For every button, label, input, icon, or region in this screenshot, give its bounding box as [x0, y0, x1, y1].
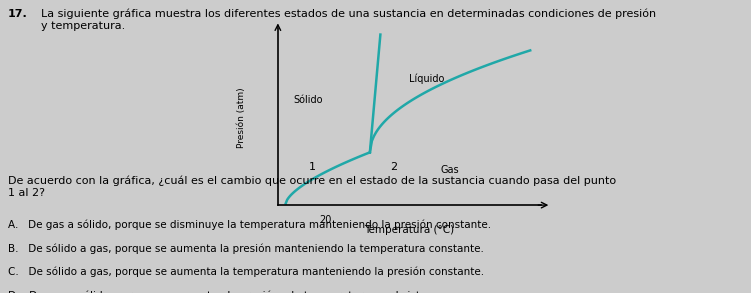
X-axis label: Temperatura (°C): Temperatura (°C) [364, 224, 454, 234]
Text: Sólido: Sólido [294, 95, 323, 105]
Text: A.   De gas a sólido, porque se disminuye la temperatura manteniendo la presión : A. De gas a sólido, porque se disminuye … [8, 220, 490, 230]
Text: Líquido: Líquido [409, 74, 445, 84]
Text: D.   De gas a sólido, porque se aumentan la presión y la temperatura en el siste: D. De gas a sólido, porque se aumentan l… [8, 290, 446, 293]
Text: Gas: Gas [441, 166, 460, 176]
Text: 1: 1 [309, 162, 315, 172]
Text: B.   De sólido a gas, porque se aumenta la presión manteniendo la temperatura co: B. De sólido a gas, porque se aumenta la… [8, 243, 484, 254]
Text: Presión (atm): Presión (atm) [237, 87, 246, 147]
Text: 2: 2 [390, 162, 397, 172]
Text: De acuerdo con la gráfica, ¿cuál es el cambio que ocurre en el estado de la sust: De acuerdo con la gráfica, ¿cuál es el c… [8, 176, 616, 198]
Text: 17.: 17. [8, 9, 27, 19]
Text: La siguiente gráfica muestra los diferentes estados de una sustancia en determin: La siguiente gráfica muestra los diferen… [41, 9, 656, 31]
Text: C.   De sólido a gas, porque se aumenta la temperatura manteniendo la presión co: C. De sólido a gas, porque se aumenta la… [8, 267, 484, 277]
Text: 20: 20 [319, 215, 331, 225]
